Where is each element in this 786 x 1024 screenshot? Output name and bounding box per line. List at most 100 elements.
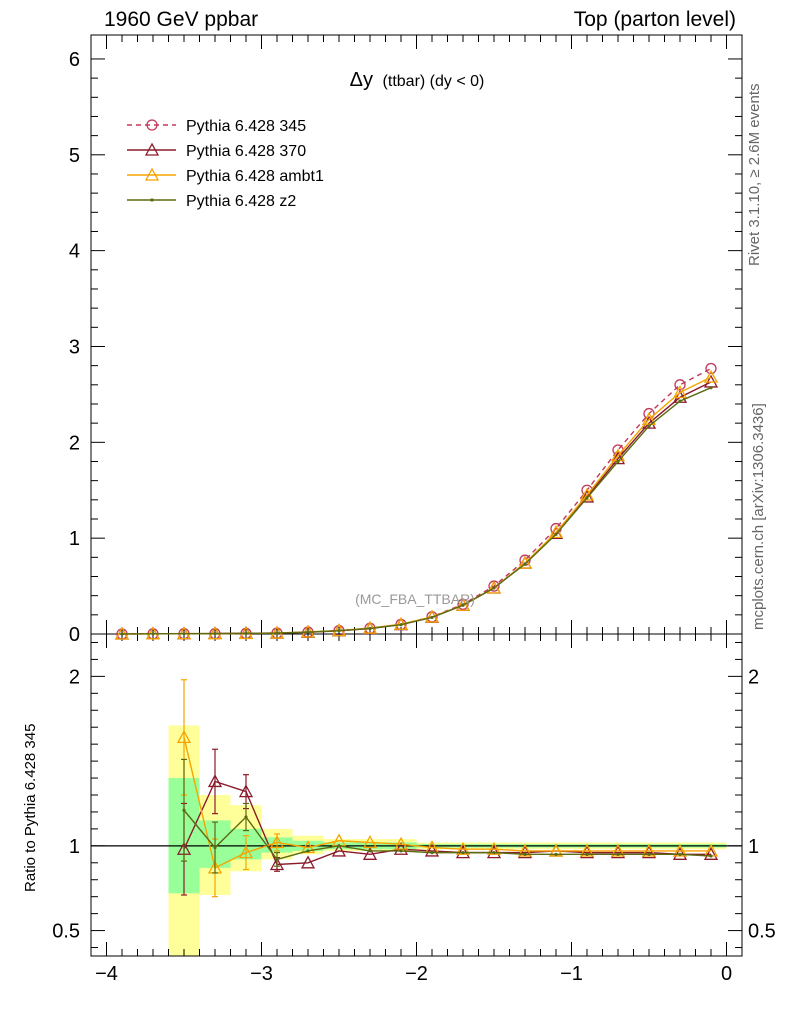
main-point xyxy=(244,631,248,635)
ratio-point xyxy=(182,808,186,812)
ratio-point xyxy=(213,845,217,850)
ratio-point xyxy=(399,849,403,853)
ratio-y-tick-label-right: 0.5 xyxy=(748,921,776,943)
watermark: (MC_FBA_TTBAR) xyxy=(355,591,475,607)
legend-marker xyxy=(146,119,158,131)
ratio-point xyxy=(424,843,440,857)
main-point xyxy=(517,555,533,569)
legend-label: Pythia 6.428 345 xyxy=(186,118,306,135)
ratio-point xyxy=(641,845,657,859)
main-point xyxy=(120,632,124,636)
main-point xyxy=(151,632,155,636)
ratio-point xyxy=(517,845,533,859)
ratio-point xyxy=(430,851,434,855)
x-tick-label: −2 xyxy=(405,963,428,985)
y-tick-label: 6 xyxy=(69,49,80,71)
main-point xyxy=(492,586,496,590)
x-tick-label: −4 xyxy=(95,963,118,985)
axes: −4 −3 −2 −1 0 0 1 2 3 4 5 6 0.5 0.5 1 1 2 2 xyxy=(52,34,776,985)
main-title-sub: (ttbar) (dy < 0) xyxy=(383,73,485,90)
ratio-point xyxy=(207,774,223,788)
ratio-y-tick-label: 2 xyxy=(69,666,80,688)
ratio-series-line xyxy=(183,737,711,869)
main-point xyxy=(554,532,558,536)
ratio-point xyxy=(610,845,626,859)
header-right: Top (parton level) xyxy=(573,8,736,31)
ratio-point xyxy=(461,851,465,855)
ratio-point xyxy=(244,815,248,819)
ratio-point xyxy=(368,849,372,853)
legend-label: Pythia 6.428 370 xyxy=(186,143,306,160)
y-tick-label: 4 xyxy=(69,241,80,263)
main-point xyxy=(579,489,595,503)
main-point xyxy=(337,629,341,633)
legend-marker xyxy=(144,167,160,181)
ratio-point xyxy=(523,852,527,856)
main-point xyxy=(703,369,719,383)
ratio-point xyxy=(678,852,682,856)
main-point xyxy=(182,632,186,636)
ratio-point xyxy=(641,843,657,857)
ratio-point xyxy=(486,841,502,855)
legend: Pythia 6.428 345 Pythia 6.428 370 Pythia 6… xyxy=(127,118,324,210)
ratio-point xyxy=(331,843,347,857)
x-tick-label: −1 xyxy=(560,963,583,985)
main-point xyxy=(674,379,686,391)
main-point xyxy=(585,496,589,500)
main-point xyxy=(430,615,434,620)
main-point xyxy=(678,399,682,403)
main-point xyxy=(399,623,403,627)
ratio-point xyxy=(362,835,378,849)
legend-marker xyxy=(150,198,154,202)
ratio-point xyxy=(238,845,254,859)
ratio-point xyxy=(300,840,316,854)
main-title-symbol: Δy xyxy=(350,69,373,91)
main-point xyxy=(705,362,717,375)
ratio-point xyxy=(275,857,279,862)
y-tick-label: 2 xyxy=(69,432,80,454)
ratio-y-tick-label-right: 1 xyxy=(748,836,759,858)
ratio-point xyxy=(703,846,719,860)
ratio-point xyxy=(300,855,316,869)
ratio-point xyxy=(585,852,589,856)
main-point xyxy=(306,630,310,634)
x-tick-label: −3 xyxy=(250,963,273,985)
main-point xyxy=(672,385,688,399)
main-point xyxy=(641,411,657,425)
main-point xyxy=(455,597,471,611)
ratio-y-tick-label: 1 xyxy=(69,836,80,858)
ratio-point xyxy=(647,852,651,856)
ratio-point xyxy=(269,835,285,849)
ratio-point xyxy=(579,843,595,857)
ratio-point xyxy=(362,846,378,860)
y-tick-label: 3 xyxy=(69,336,80,358)
main-point xyxy=(461,603,465,607)
main-point xyxy=(275,631,279,635)
ratio-point xyxy=(554,852,558,856)
y-tick-label: 1 xyxy=(69,528,80,550)
ratio-point xyxy=(393,836,409,850)
ratio-point xyxy=(176,730,192,744)
legend-marker xyxy=(144,142,160,156)
ratio-point xyxy=(306,849,310,853)
ratio-point xyxy=(579,845,595,859)
header-left: 1960 GeV ppbar xyxy=(104,8,259,31)
main-point xyxy=(616,459,620,464)
ratio-y-tick-label-right: 2 xyxy=(748,666,759,688)
main-point xyxy=(523,562,527,566)
legend-label: Pythia 6.428 z2 xyxy=(186,193,296,210)
y-tick-label: 0 xyxy=(69,624,80,646)
main-point xyxy=(548,525,564,539)
legend-label: Pythia 6.428 ambt1 xyxy=(186,168,324,185)
ratio-point xyxy=(517,843,533,857)
ratio-point xyxy=(269,857,285,871)
main-point xyxy=(213,632,217,636)
series-lines xyxy=(114,362,719,898)
ratio-uncertainty-bands xyxy=(168,725,727,956)
ratio-point xyxy=(616,852,620,856)
ratio-point xyxy=(709,854,713,858)
ratio-y-tick-label: 0.5 xyxy=(52,921,80,943)
main-point xyxy=(647,424,651,428)
main-point xyxy=(486,580,502,594)
